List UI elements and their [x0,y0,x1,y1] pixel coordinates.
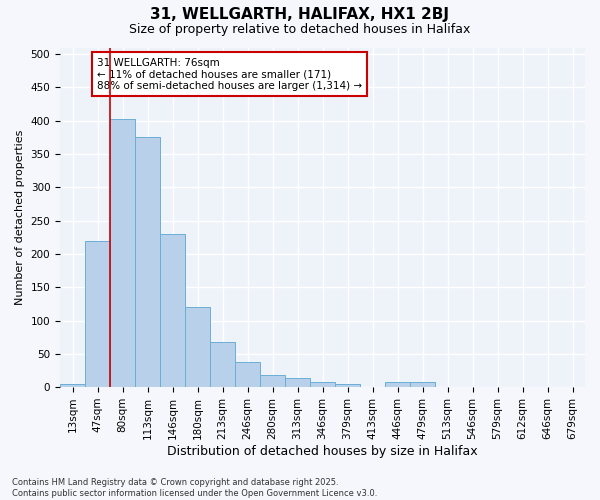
Bar [160,234,185,387]
Text: 31 WELLGARTH: 76sqm
← 11% of detached houses are smaller (171)
88% of semi-detac: 31 WELLGARTH: 76sqm ← 11% of detached ho… [97,58,362,91]
Bar [335,384,360,387]
Bar [60,384,85,387]
Bar [385,382,410,387]
Bar [410,382,435,387]
Bar [110,118,135,387]
X-axis label: Distribution of detached houses by size in Halifax: Distribution of detached houses by size … [167,444,478,458]
Bar [85,240,110,387]
Bar [310,382,335,387]
Bar [185,307,210,387]
Bar [285,378,310,387]
Bar [210,342,235,387]
Y-axis label: Number of detached properties: Number of detached properties [15,130,25,305]
Bar [235,362,260,387]
Bar [135,138,160,387]
Text: Size of property relative to detached houses in Halifax: Size of property relative to detached ho… [130,22,470,36]
Text: Contains HM Land Registry data © Crown copyright and database right 2025.
Contai: Contains HM Land Registry data © Crown c… [12,478,377,498]
Text: 31, WELLGARTH, HALIFAX, HX1 2BJ: 31, WELLGARTH, HALIFAX, HX1 2BJ [151,8,449,22]
Bar [260,375,285,387]
